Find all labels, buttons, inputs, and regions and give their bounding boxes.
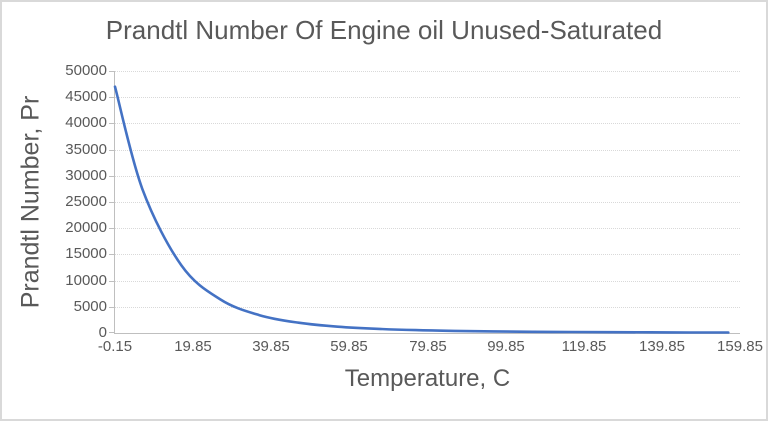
y-gridline xyxy=(115,123,740,124)
y-tick-label: 50000 xyxy=(65,62,107,79)
y-axis-tick xyxy=(109,150,114,151)
y-gridline xyxy=(115,228,740,229)
y-axis-tick xyxy=(109,97,114,98)
y-tick-label: 0 xyxy=(98,324,107,341)
y-axis-tick xyxy=(109,332,114,333)
x-tick-label: 119.85 xyxy=(561,338,607,355)
y-gridline xyxy=(115,202,740,203)
y-axis-tick xyxy=(109,176,114,177)
y-axis-tick xyxy=(109,281,114,282)
y-axis-tick xyxy=(109,202,114,203)
y-tick-label: 10000 xyxy=(65,272,107,289)
y-tick-label: 40000 xyxy=(65,114,107,131)
y-gridline xyxy=(115,176,740,177)
x-tick-label: 19.85 xyxy=(174,338,212,355)
y-tick-label: 15000 xyxy=(65,245,107,262)
y-gridline xyxy=(115,254,740,255)
y-gridline xyxy=(115,71,740,72)
y-tick-label: 5000 xyxy=(73,298,107,315)
x-tick-label: 159.85 xyxy=(717,338,763,355)
data-series-layer xyxy=(113,85,730,334)
plot-area xyxy=(109,71,740,334)
x-axis-title: Temperature, C xyxy=(344,365,511,392)
x-tick-label: 139.85 xyxy=(639,338,685,355)
y-axis-tick xyxy=(109,254,114,255)
y-gridline xyxy=(115,307,740,308)
y-tick-label: 20000 xyxy=(65,219,107,236)
y-tick-label: 30000 xyxy=(65,167,107,184)
x-tick-label: 59.85 xyxy=(330,338,368,355)
y-axis-tick xyxy=(109,71,114,72)
x-tick-label: 79.85 xyxy=(409,338,447,355)
y-gridline xyxy=(115,281,740,282)
x-tick-label: -0.15 xyxy=(97,338,133,355)
y-axis-tick xyxy=(109,307,114,308)
y-tick-label: 25000 xyxy=(65,193,107,210)
chart-title: Prandtl Number Of Engine oil Unused-Satu… xyxy=(105,15,663,45)
y-gridline xyxy=(115,150,740,151)
y-axis-tick xyxy=(109,228,114,229)
x-tick-label: 39.85 xyxy=(252,338,290,355)
y-gridline xyxy=(115,97,740,98)
y-tick-label: 35000 xyxy=(65,141,107,158)
data-series-line xyxy=(113,85,730,334)
y-tick-label: 45000 xyxy=(65,88,107,105)
x-tick-label: 99.85 xyxy=(487,338,525,355)
y-axis-tick xyxy=(109,123,114,124)
